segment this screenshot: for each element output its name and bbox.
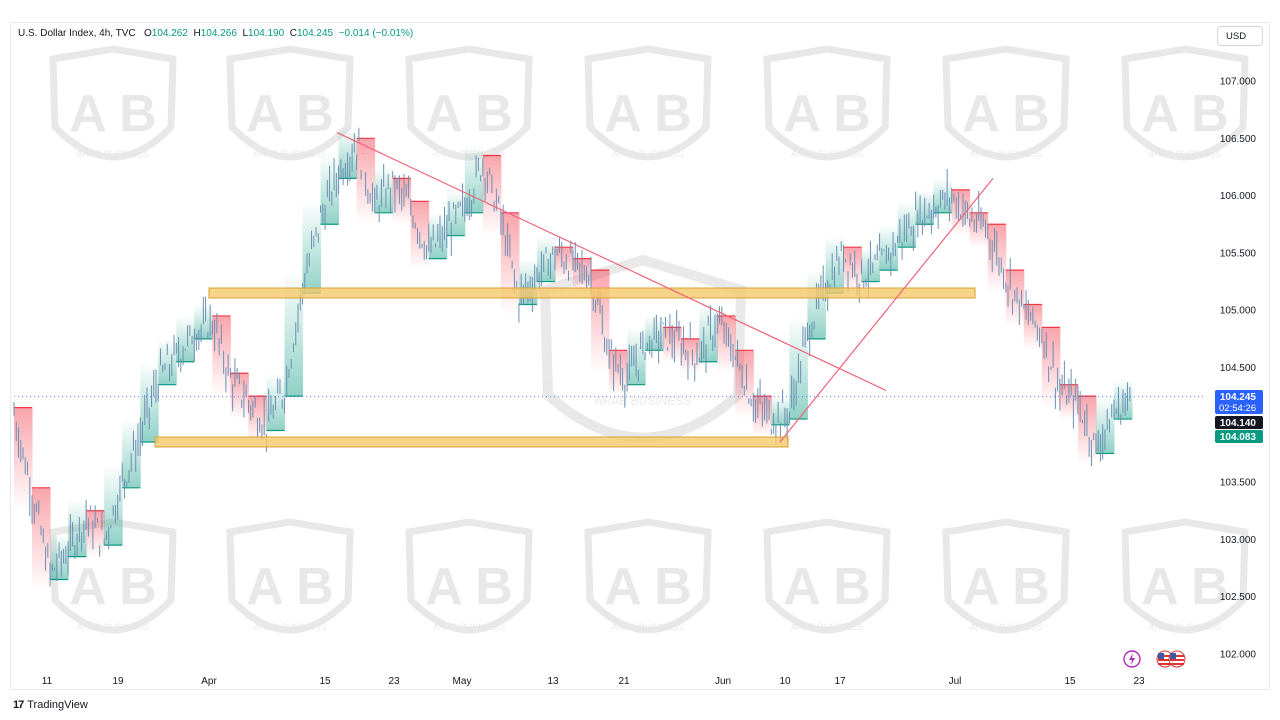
tradingview-brand: TradingView (27, 699, 88, 711)
close-value: 104.245 (296, 28, 334, 39)
high-label: H (193, 28, 201, 39)
chart-frame[interactable] (10, 22, 1270, 690)
tradingview-icon: 17 (13, 699, 24, 711)
change-value: −0.014 (−0.01%) (338, 28, 414, 39)
low-value: 104.190 (248, 28, 285, 39)
alert-icon[interactable] (1123, 650, 1141, 668)
symbol-title: U.S. Dollar Index, 4h, TVC (18, 28, 136, 39)
us-flag-icon[interactable] (1156, 650, 1186, 668)
currency-button[interactable]: USD (1217, 26, 1263, 46)
open-label: O (144, 28, 152, 39)
open-value: 104.262 (151, 28, 188, 39)
chart-header: U.S. Dollar Index, 4h, TVC O104.262 H104… (18, 28, 413, 39)
close-label: C (289, 28, 297, 39)
tradingview-logo[interactable]: 17 TradingView (13, 699, 88, 711)
high-value: 104.266 (200, 28, 237, 39)
low-label: L (242, 28, 249, 39)
